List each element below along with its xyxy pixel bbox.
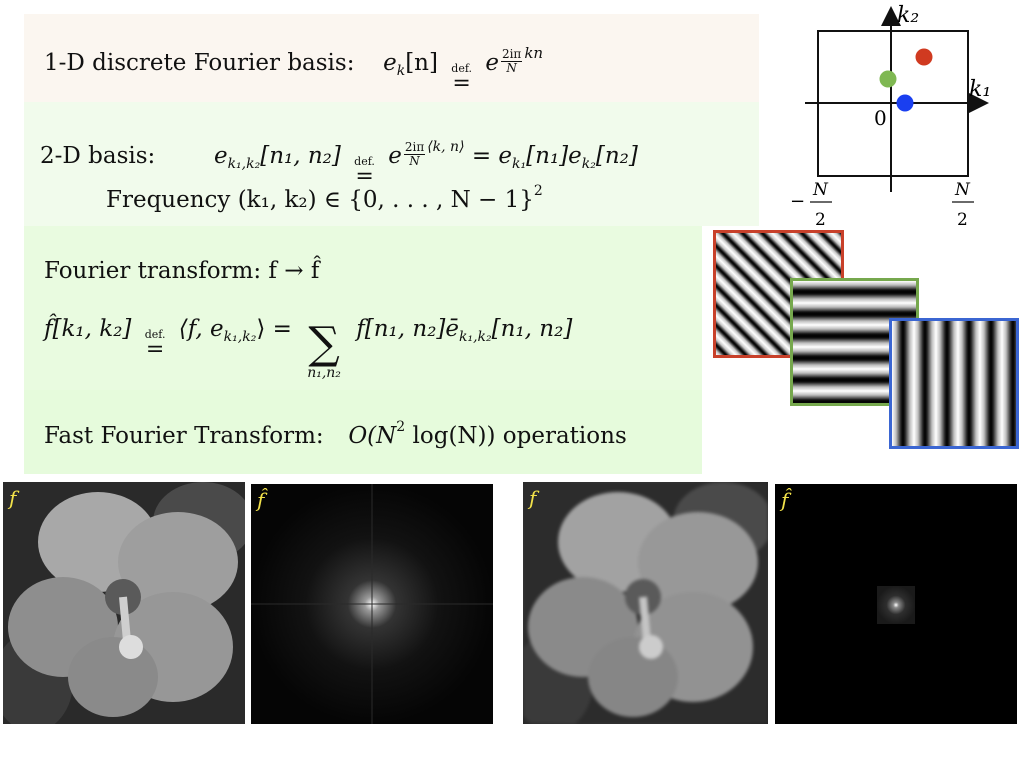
basis-2d-lhs-arg: [n₁, n₂] (260, 143, 341, 169)
basis-1d-exp-tail: kn (524, 44, 544, 62)
basis-1d-label: 1-D discrete Fourier basis: (44, 50, 355, 76)
f-label: f (529, 486, 537, 510)
green-frequency-dot (879, 70, 897, 88)
basis-1d-lhs-sub: k (396, 63, 406, 79)
sum-limits: n₁,n₂ (307, 365, 341, 381)
right-half-num: N (954, 180, 971, 200)
basis-2d-rhs-sub2: k₂ (581, 156, 596, 172)
basis-2d-rhs: = e (471, 143, 513, 169)
ft-rhs: f[n₁, n₂]ē (356, 316, 459, 342)
basis-2d-lhs: e (213, 143, 228, 169)
fft-complexity-post: log(N)) operations (405, 423, 627, 449)
fft-box: Fast Fourier Transform: O(N2 log(N)) ope… (24, 390, 702, 474)
basis-1d-exp-num: 2iπ (500, 47, 523, 62)
summation: ∑ n₁,n₂ (307, 318, 341, 381)
spectrum-illustration (251, 484, 493, 724)
ft-rhs-arg: [n₁, n₂] (491, 316, 573, 342)
defeq-label: def. (451, 62, 473, 75)
blurred-flower-illustration (523, 482, 768, 724)
frequency-sup: 2 (533, 183, 543, 199)
flower-illustration (3, 482, 245, 724)
ft-lhs: f̂[k₁, k₂] (44, 316, 132, 342)
fft-complexity-sup: 2 (396, 419, 406, 435)
fhat-label: f̂ (781, 488, 789, 512)
fhat-label: f̂ (257, 488, 265, 512)
fft-complexity-pre: O(N (348, 423, 397, 449)
fourier-transform-box: Fourier transform: f → f̂ f̂[k₁, k₂] def… (24, 226, 702, 390)
frequency-line: Frequency (k₁, k₂) ∈ {0, . . . , N − 1}2 (106, 184, 543, 212)
right-half-den: 2 (957, 210, 968, 230)
basis-2d-exp-tail: ⟨k, n⟩ (427, 139, 465, 155)
f-label: f (9, 486, 17, 510)
basis-2d-rhs-arg1: [n₁]e (526, 143, 582, 169)
sum-symbol: ∑ (308, 318, 340, 369)
fft-line: Fast Fourier Transform: O(N2 log(N)) ope… (44, 420, 627, 448)
basis-2d-base: e (388, 143, 402, 169)
basis-2d-rhs-sub1: k₁ (512, 156, 527, 172)
ft-rhs-sub: k₁,k₂ (459, 329, 492, 345)
ft-inner-product: ⟨f, e (178, 316, 224, 342)
defeq-symbol: def. = (354, 155, 375, 189)
basis-1d-exp-den: N (506, 60, 517, 75)
fourier-transform-title: Fourier transform: f → f̂ (44, 258, 320, 284)
basis-1d-box: 1-D discrete Fourier basis: ek[n] def. = … (24, 14, 759, 102)
basis-2d-formula: 2-D basis: ek₁,k₂[n₁, n₂] def. = e 2iπ N ⟨k,… (40, 140, 638, 187)
fourier-transform-formula: f̂[k₁, k₂] def. = ⟨f, ek₁,k₂⟩ = ∑ n₁,n₂ f[… (44, 316, 573, 381)
vertical-basis-pattern (889, 318, 1019, 449)
basis-2d-rhs-arg2: [n₂] (595, 143, 638, 169)
minus-sign: − (790, 191, 805, 212)
red-frequency-dot (915, 48, 933, 66)
blue-frequency-dot (896, 94, 914, 112)
k2-axis-label: k₂ (897, 3, 919, 28)
defeq-symbol: def. = (144, 328, 166, 362)
left-half-num: N (812, 180, 829, 200)
lowpass-spectrum-image: f̂ (775, 484, 1017, 724)
basis-1d-base: e (485, 50, 499, 76)
k1-axis-label: k₁ (969, 77, 991, 102)
basis-1d-formula: 1-D discrete Fourier basis: ek[n] def. = … (44, 44, 544, 96)
basis-2d-exp-num: 2iπ (403, 140, 426, 155)
defeq-label: def. (144, 328, 166, 341)
frequency-text: Frequency (k₁, k₂) ∈ {0, . . . , N − 1} (106, 187, 534, 213)
basis-2d-exp-frac: 2iπ N (403, 140, 426, 168)
lowpass-spectrum-illustration (775, 484, 1017, 724)
ft-inner-close: ⟩ = (256, 316, 292, 342)
frequency-plane-diagram: k₂ k₁ 0 − N 2 N 2 (790, 3, 991, 230)
left-half-den: 2 (815, 210, 826, 230)
original-spectrum-image: f̂ (251, 484, 493, 724)
basis-1d-lhs-arg: [n] (405, 50, 438, 76)
lowpass-flower-image: f (523, 482, 768, 724)
basis-2d-exp-den: N (409, 153, 420, 168)
basis-1d-exp-frac: 2iπ N (500, 47, 523, 75)
basis-2d-box: 2-D basis: ek₁,k₂[n₁, n₂] def. = e 2iπ N ⟨k,… (24, 102, 759, 226)
ft-inner-sub: k₁,k₂ (223, 329, 257, 345)
basis-2d-label: 2-D basis: (40, 143, 156, 169)
fft-label: Fast Fourier Transform: (44, 423, 324, 449)
original-flower-image: f (3, 482, 245, 724)
origin-label: 0 (874, 106, 887, 130)
basis-1d-lhs: e (383, 50, 397, 76)
defeq-symbol: def. = (451, 62, 473, 96)
basis-2d-lhs-sub: k₁,k₂ (227, 156, 261, 172)
defeq-label: def. (354, 155, 375, 168)
